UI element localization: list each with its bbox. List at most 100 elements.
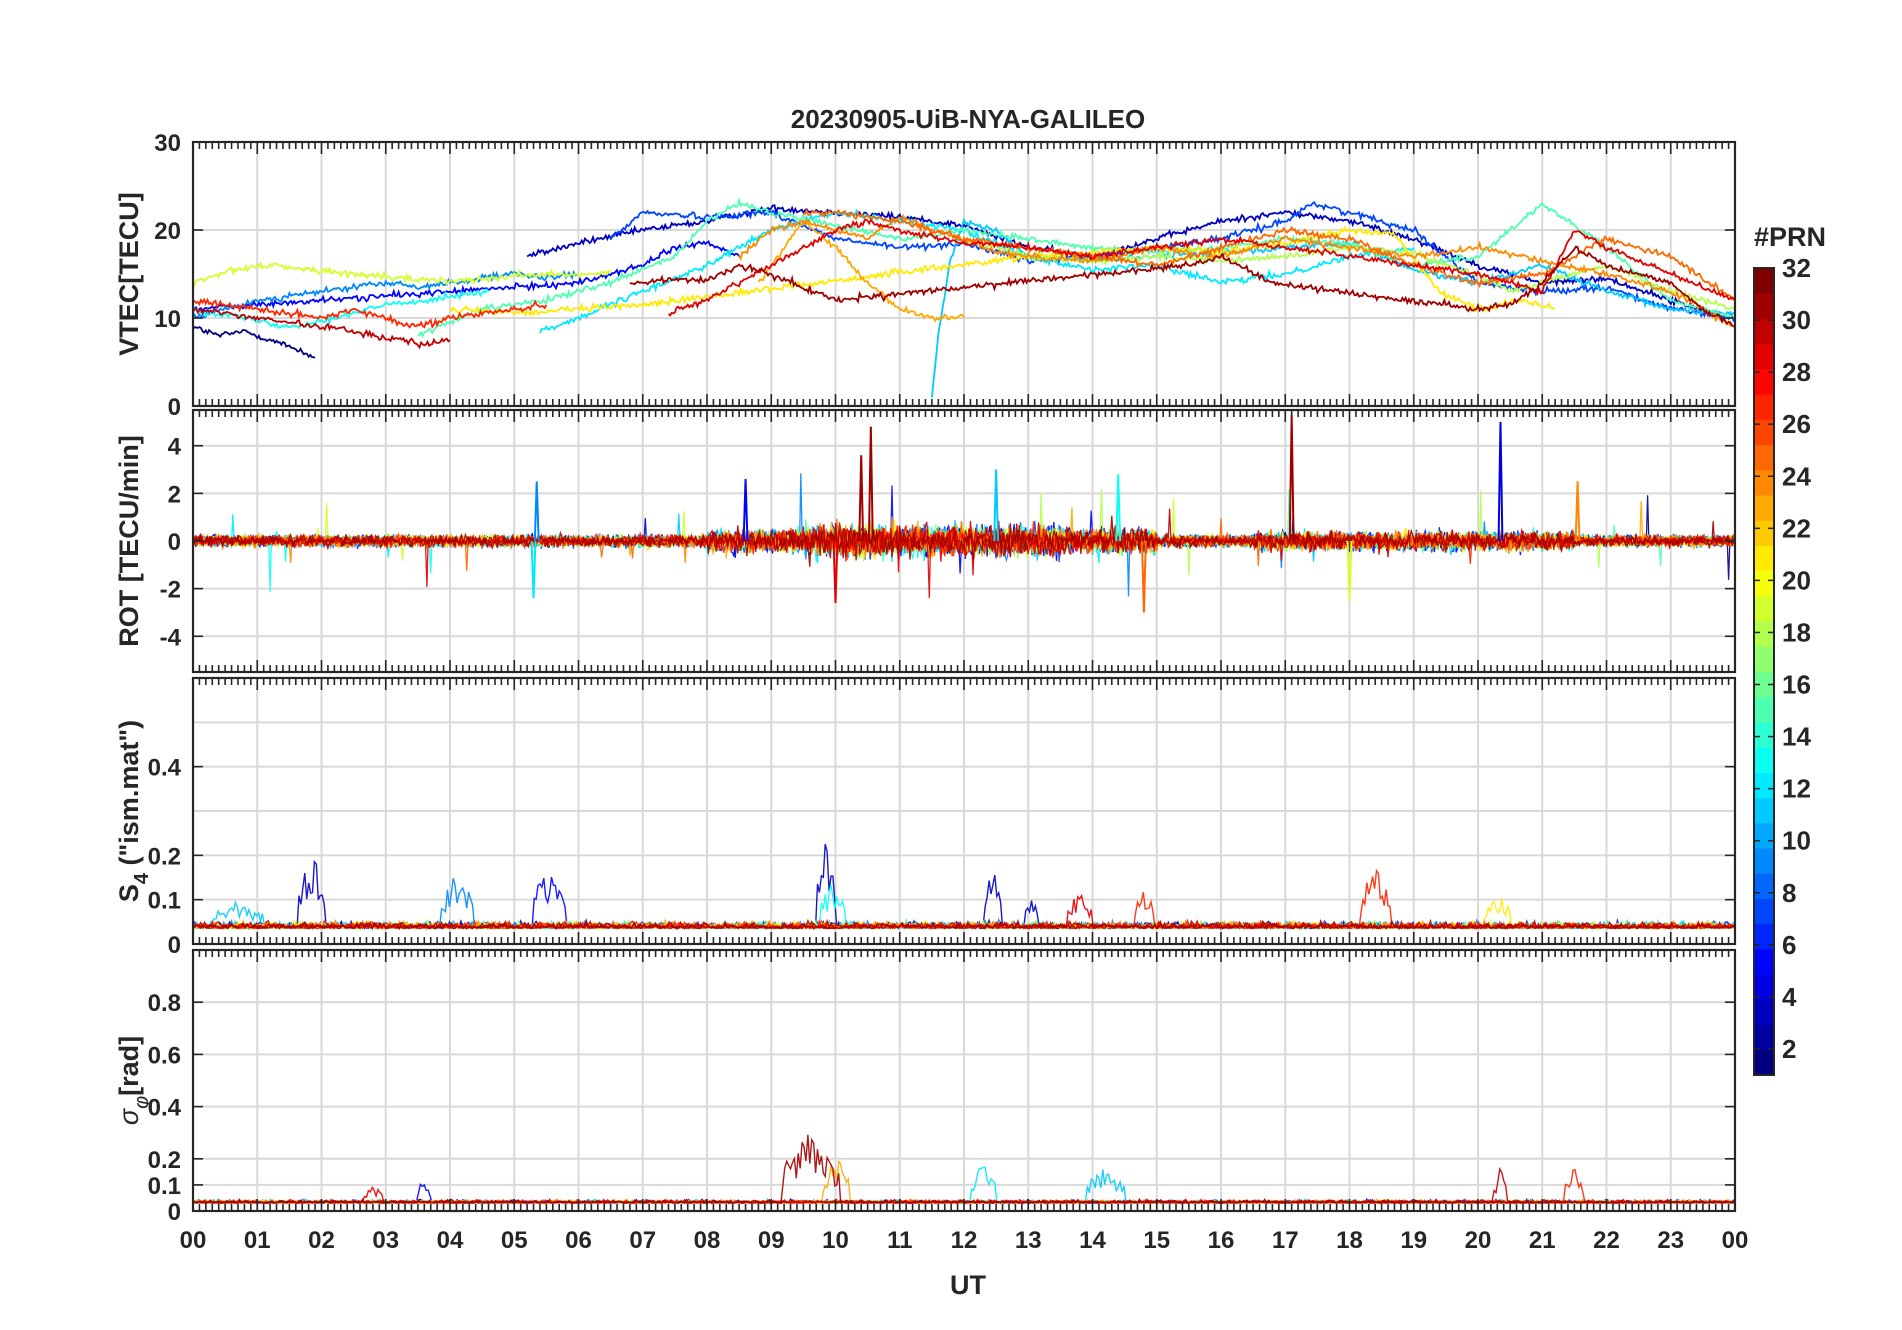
x-tick-label: 13 bbox=[1015, 1227, 1042, 1254]
colorbar-segment bbox=[1754, 444, 1774, 471]
colorbar-segment bbox=[1754, 646, 1774, 672]
x-axis: 00 01 02 03 04 05 06 07 08 09 10 11 12 13 14 15 16 17 18 19… bbox=[180, 1227, 1749, 1254]
data-s4 bbox=[193, 843, 1735, 931]
colorbar-box bbox=[1753, 267, 1775, 1076]
rot-spike-prn-12 bbox=[530, 540, 537, 599]
x-ticks-vtec bbox=[192, 142, 1736, 406]
colorbar-tick-label: 26 bbox=[1782, 409, 1811, 439]
rot-spike-prn-19 bbox=[1346, 540, 1353, 601]
x-tick-label: 00 bbox=[180, 1227, 207, 1254]
colorbar-tick-label: 16 bbox=[1782, 670, 1811, 700]
vtec-series-prn-21 bbox=[449, 225, 1556, 317]
vtec-series-prn-1 bbox=[193, 326, 316, 359]
rot-spike-prn-29 bbox=[832, 540, 839, 603]
rot-spike-prn-25 bbox=[1140, 540, 1147, 613]
y-tick-label: 0 bbox=[168, 529, 181, 556]
x-ticks-sigma_phi bbox=[192, 950, 1736, 1211]
colorbar-segment bbox=[1754, 469, 1774, 496]
y-tick-label: 0.2 bbox=[148, 1147, 181, 1174]
x-tick-label: 02 bbox=[308, 1227, 335, 1254]
colorbar-segment bbox=[1754, 999, 1774, 1026]
colorbar-tick-label: 14 bbox=[1782, 722, 1811, 752]
y-tick-label: 20 bbox=[154, 218, 181, 245]
colorbar-segment bbox=[1754, 268, 1774, 294]
x-ticks-s4 bbox=[192, 678, 1736, 944]
vtec-series-prn-24 bbox=[738, 213, 1735, 328]
panel-sigma_phi: 00.10.2 0.4 0.6 0.8 σφ[rad] bbox=[114, 948, 1737, 1226]
y-axis-label-sigma_phi: σφ[rad] bbox=[114, 1036, 153, 1125]
y-axis-label-vtec: VTEC[TECU] bbox=[114, 192, 144, 356]
rot-spike-prn-4 bbox=[1497, 421, 1504, 542]
x-tick-label: 10 bbox=[822, 1227, 849, 1254]
x-ticks-rot bbox=[192, 410, 1736, 672]
s4-series-prn-31 bbox=[193, 917, 1735, 931]
colorbar-tick-label: 24 bbox=[1782, 461, 1811, 491]
colorbar-segment bbox=[1754, 848, 1774, 874]
vtec-series-prn-19 bbox=[193, 261, 612, 287]
colorbar-segment bbox=[1754, 1024, 1774, 1051]
colorbar-segment bbox=[1754, 520, 1774, 546]
rot-series-prn-31 bbox=[193, 515, 1735, 567]
colorbar-segment bbox=[1754, 318, 1774, 345]
colorbar-segment bbox=[1754, 368, 1774, 395]
y-tick-label: 10 bbox=[154, 306, 181, 333]
x-tick-label: 09 bbox=[758, 1227, 785, 1254]
data-vtec bbox=[193, 196, 1735, 398]
y-tick-label: 0.6 bbox=[148, 1042, 181, 1069]
y-tick-label: -4 bbox=[160, 624, 182, 651]
y-axis-label-sub: 4 bbox=[131, 872, 153, 884]
colorbar-segment bbox=[1754, 570, 1774, 597]
x-tick-label: 16 bbox=[1208, 1227, 1235, 1254]
rot-spike-prn-13 bbox=[1115, 474, 1122, 542]
rot-spike-prn-31 bbox=[867, 426, 874, 542]
y-tick-label: 2 bbox=[168, 481, 181, 508]
colorbar-tick-label: 10 bbox=[1782, 826, 1811, 856]
x-tick-label: 17 bbox=[1272, 1227, 1299, 1254]
colorbar-tick-label: 12 bbox=[1782, 774, 1811, 804]
y-tick-label: 4 bbox=[168, 434, 182, 461]
panel-vtec: 0 10 20 30 VTEC[TECU] bbox=[114, 130, 1737, 421]
y-axis-label-main: σ bbox=[114, 1107, 144, 1125]
y-tick-label: 0.4 bbox=[148, 1095, 182, 1122]
colorbar-segment bbox=[1754, 822, 1774, 849]
vtec-series-prn-31 bbox=[629, 245, 1735, 328]
colorbar-segment bbox=[1754, 696, 1774, 723]
colorbar-label: #PRN bbox=[1754, 222, 1826, 252]
data-rot bbox=[193, 414, 1735, 613]
panel-rot: -4 -2 0 2 4 ROT [TECU/min] bbox=[114, 408, 1737, 674]
colorbar-tick-label: 8 bbox=[1782, 878, 1796, 908]
figure-title: 20230905-UiB-NYA-GALILEO bbox=[791, 104, 1146, 134]
colorbar-segment bbox=[1754, 621, 1774, 647]
x-tick-label: 12 bbox=[951, 1227, 978, 1254]
y-axis-label-rest: ("ism.mat") bbox=[114, 720, 144, 873]
y-axis-label-s4: S4 ("ism.mat") bbox=[114, 720, 153, 902]
colorbar-segment bbox=[1754, 1049, 1774, 1076]
vtec-series-prn-27 bbox=[193, 297, 548, 330]
colorbar-tick-label: 2 bbox=[1782, 1034, 1796, 1064]
colorbar-tick-label: 4 bbox=[1782, 982, 1797, 1012]
vtec-series-prn-15 bbox=[417, 196, 1735, 339]
colorbar-segment bbox=[1754, 545, 1774, 572]
colorbar-segment bbox=[1754, 873, 1774, 899]
vtec-series-prn-5 bbox=[193, 240, 740, 314]
y-tick-label: -2 bbox=[160, 577, 181, 604]
y-tick-label: 0.2 bbox=[148, 843, 181, 870]
vtec-series-prn-11 bbox=[931, 217, 1735, 398]
y-tick-label: 0.1 bbox=[148, 888, 181, 915]
vtec-series-prn-29 bbox=[667, 218, 1735, 317]
rot-spike-prn-24 bbox=[1574, 481, 1581, 542]
x-tick-label: 01 bbox=[244, 1227, 271, 1254]
x-tick-label: 18 bbox=[1336, 1227, 1363, 1254]
vtec-series-prn-13 bbox=[193, 287, 490, 330]
y-tick-label: 0 bbox=[168, 394, 181, 421]
x-tick-label: 04 bbox=[437, 1227, 464, 1254]
x-tick-label: 21 bbox=[1529, 1227, 1556, 1254]
x-tick-label: 22 bbox=[1593, 1227, 1620, 1254]
x-tick-label: 20 bbox=[1465, 1227, 1492, 1254]
colorbar-segment bbox=[1754, 974, 1774, 1000]
colorbar-tick-label: 32 bbox=[1782, 253, 1811, 283]
colorbar-tick-label: 20 bbox=[1782, 565, 1811, 595]
